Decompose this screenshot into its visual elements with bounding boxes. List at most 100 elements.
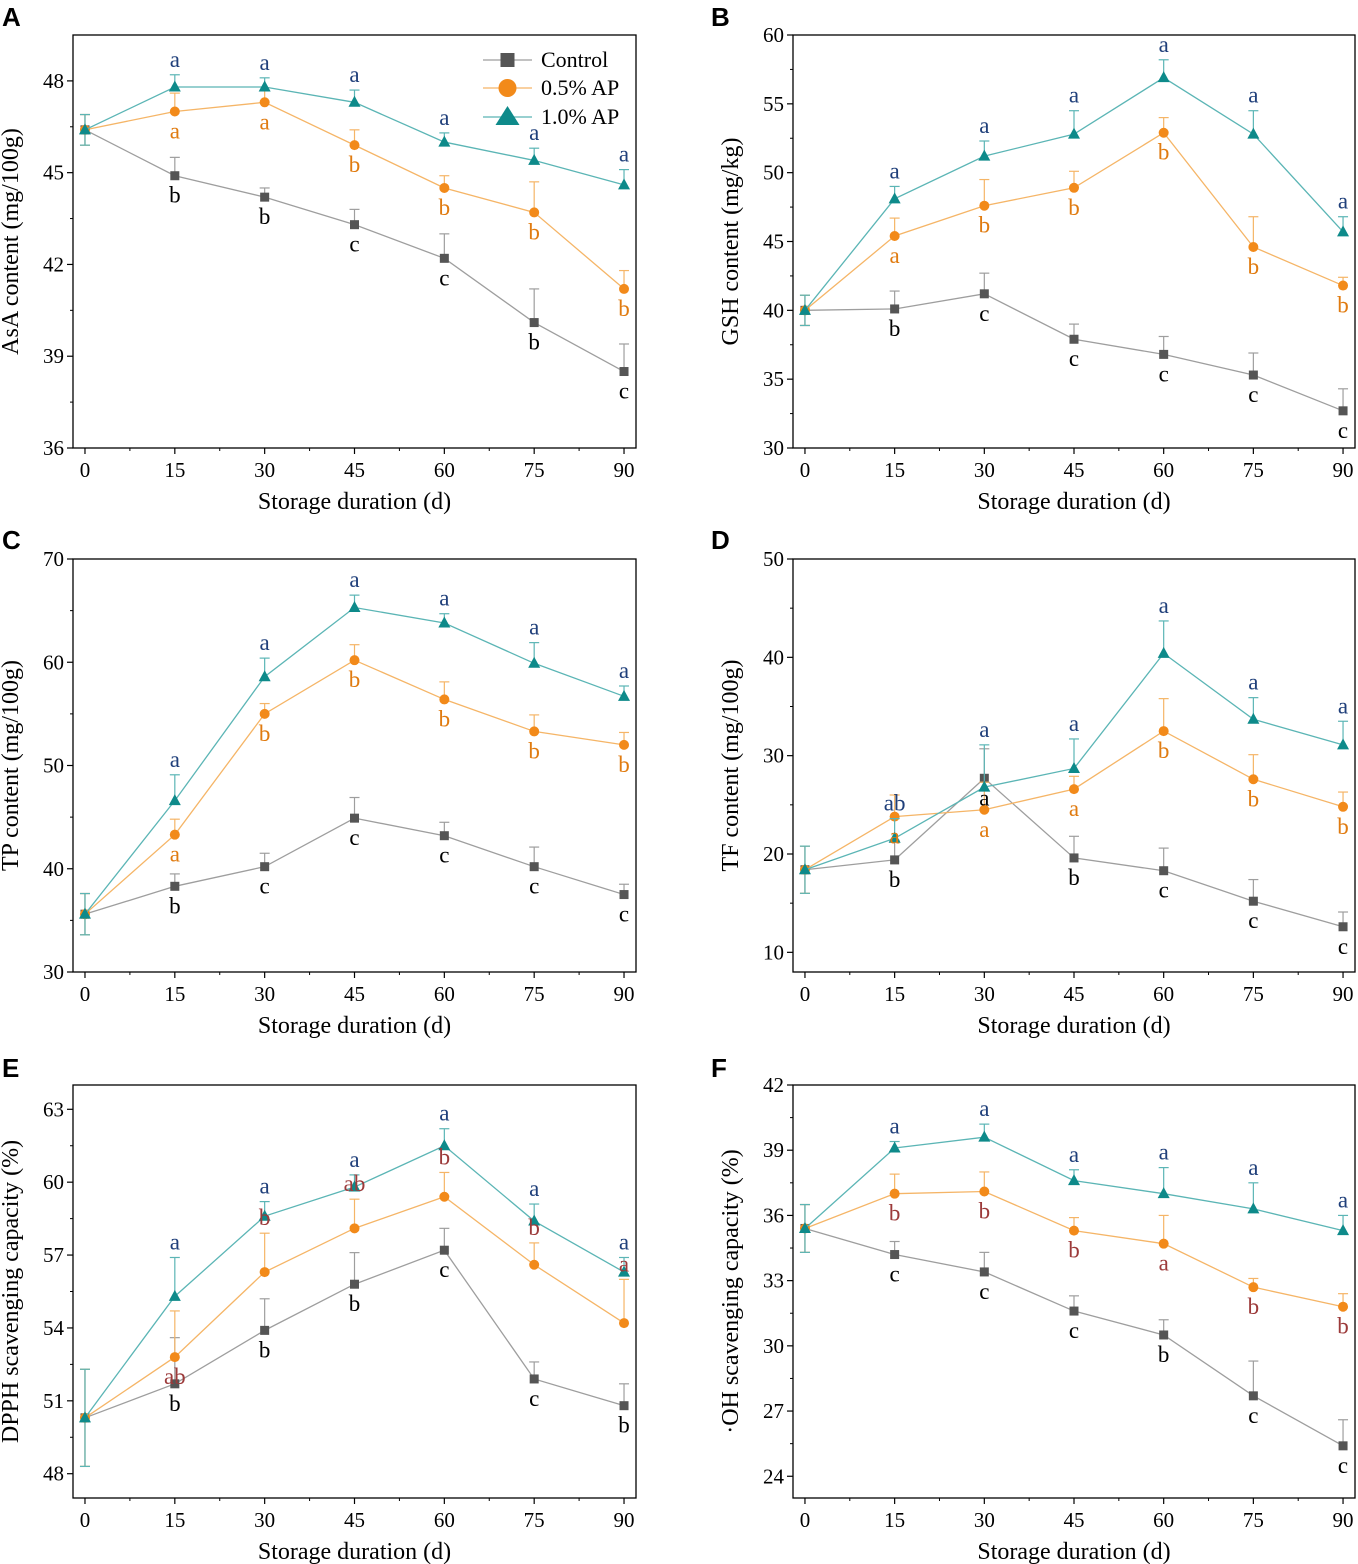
- data-point: [439, 253, 449, 263]
- y-tick-label: 33: [763, 1269, 784, 1293]
- x-tick-label: 15: [164, 982, 185, 1006]
- y-tick-label: 50: [763, 161, 784, 185]
- data-point: [350, 813, 359, 823]
- data-point: [979, 289, 989, 299]
- data-point: [1338, 406, 1348, 416]
- significance-label: a: [1338, 189, 1348, 214]
- significance-label: a: [890, 243, 900, 268]
- significance-label: a: [979, 113, 989, 138]
- data-point: [529, 1374, 539, 1384]
- significance-label: b: [1248, 1294, 1260, 1319]
- data-point: [1159, 349, 1169, 359]
- significance-label: c: [439, 1257, 449, 1282]
- significance-label: b: [169, 183, 181, 208]
- x-tick-label: 30: [974, 458, 995, 482]
- legend-label: Control: [541, 47, 608, 72]
- data-point: [168, 80, 181, 92]
- x-tick-label: 90: [1333, 458, 1354, 482]
- significance-label: c: [439, 265, 449, 290]
- data-point: [1338, 801, 1349, 812]
- x-tick-label: 90: [1333, 1508, 1354, 1532]
- x-tick-label: 30: [974, 1508, 995, 1532]
- data-point: [888, 831, 901, 843]
- significance-label: a: [619, 1229, 629, 1254]
- significance-label: c: [1248, 908, 1258, 933]
- significance-label: c: [1069, 346, 1079, 371]
- y-tick-label: 36: [763, 1203, 784, 1227]
- significance-label: b: [528, 1215, 540, 1240]
- significance-label: a: [170, 747, 180, 772]
- significance-label: b: [1248, 786, 1260, 811]
- significance-label: a: [1338, 693, 1348, 718]
- significance-label: c: [529, 1386, 539, 1411]
- data-point: [1158, 127, 1169, 138]
- y-tick-label: 60: [43, 1170, 64, 1194]
- legend-marker: [495, 106, 520, 125]
- x-tick-label: 60: [1153, 982, 1174, 1006]
- significance-label: ab: [884, 791, 906, 816]
- x-tick-label: 30: [254, 1508, 275, 1532]
- data-point: [170, 1379, 180, 1389]
- x-tick-label: 0: [80, 982, 91, 1006]
- significance-label: b: [1068, 1238, 1080, 1263]
- legend-marker: [500, 53, 515, 67]
- data-point: [978, 149, 991, 161]
- data-point: [258, 1209, 271, 1221]
- significance-label: a: [349, 1147, 359, 1172]
- y-tick-label: 24: [763, 1464, 785, 1488]
- significance-label: b: [169, 1391, 181, 1416]
- significance-label: ab: [164, 1364, 186, 1389]
- data-point: [1248, 1282, 1259, 1293]
- y-axis-title: TF content (mg/100g): [718, 660, 744, 872]
- x-tick-label: 45: [344, 1508, 365, 1532]
- data-point: [1248, 370, 1258, 380]
- data-point: [78, 907, 91, 919]
- data-point: [1247, 712, 1260, 724]
- significance-label: c: [890, 1262, 900, 1287]
- data-point: [890, 1250, 900, 1260]
- data-point: [798, 863, 811, 875]
- data-point: [438, 616, 451, 628]
- significance-label: a: [1159, 593, 1169, 618]
- significance-label: b: [1248, 254, 1260, 279]
- y-tick-label: 27: [763, 1399, 784, 1423]
- significance-label: a: [349, 567, 359, 592]
- y-tick-label: 54: [43, 1316, 65, 1340]
- y-tick-label: 48: [43, 69, 64, 93]
- significance-label: b: [349, 667, 361, 692]
- significance-label: b: [349, 152, 361, 177]
- series-line: [804, 131, 1344, 311]
- data-point: [528, 1214, 541, 1226]
- significance-label: c: [439, 843, 449, 868]
- chart-panel-f: F 0 15 30 45 60 75 90 24 27 30 33 36 39 42 Storage dura…: [711, 1053, 1356, 1564]
- data-point: [529, 726, 540, 737]
- data-point: [1247, 1202, 1260, 1214]
- significance-label: b: [528, 219, 540, 244]
- significance-label: b: [889, 867, 901, 892]
- data-point: [1337, 225, 1350, 237]
- data-point: [1159, 1330, 1169, 1340]
- x-axis-title: Storage duration (d): [258, 1013, 451, 1039]
- data-point: [438, 135, 451, 147]
- data-point: [1069, 784, 1079, 795]
- data-point: [619, 890, 629, 900]
- data-point: [349, 140, 360, 151]
- significance-label: a: [979, 817, 989, 842]
- x-tick-label: 75: [1243, 982, 1264, 1006]
- significance-label: a: [1338, 1187, 1348, 1212]
- y-tick-label: 70: [43, 547, 64, 571]
- x-tick-label: 45: [344, 458, 365, 482]
- x-axis-title: Storage duration (d): [977, 1539, 1170, 1564]
- data-point: [890, 855, 900, 865]
- significance-label: a: [1159, 1140, 1169, 1165]
- panel-letter: D: [711, 525, 730, 555]
- series-1-0-ap: [798, 59, 1350, 327]
- data-point: [528, 153, 541, 165]
- significance-label: b: [169, 893, 181, 918]
- data-point: [260, 1325, 270, 1335]
- data-point: [1157, 71, 1170, 83]
- data-point: [1069, 334, 1079, 344]
- y-tick-label: 57: [43, 1243, 64, 1267]
- data-point: [260, 862, 270, 872]
